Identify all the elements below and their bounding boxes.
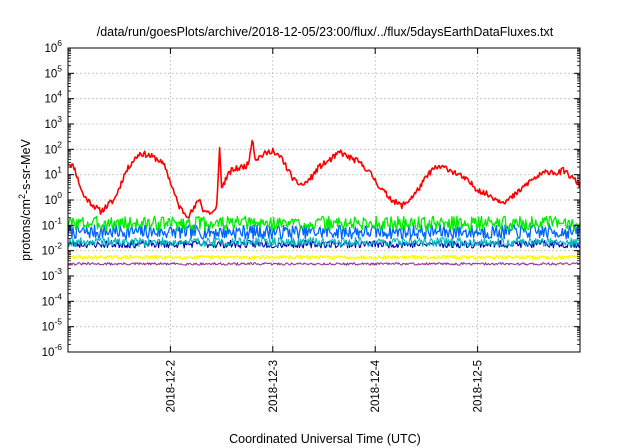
y-tick-label: 10-1 bbox=[42, 215, 63, 232]
series-line bbox=[67, 224, 581, 240]
y-tick-label: 106 bbox=[44, 38, 62, 55]
y-tick-label: 10-6 bbox=[42, 342, 63, 359]
series-line bbox=[67, 236, 581, 248]
y-axis-label: protons/cm2-s-sr-MeV bbox=[17, 138, 33, 260]
plot-frame bbox=[67, 47, 581, 353]
series-line bbox=[67, 139, 581, 219]
grid bbox=[68, 48, 580, 352]
y-tick-label: 100 bbox=[44, 190, 62, 207]
x-tick-label: 2018-12-5 bbox=[473, 360, 485, 412]
y-tick-label: 10-2 bbox=[42, 241, 63, 258]
y-tick-label: 10-4 bbox=[42, 291, 63, 308]
x-tick-label: 2018-12-2 bbox=[165, 360, 177, 412]
y-tick-label: 103 bbox=[44, 114, 62, 131]
series-line bbox=[67, 215, 581, 232]
x-tick-label: 2018-12-4 bbox=[370, 359, 382, 412]
y-tick-label: 10-3 bbox=[42, 266, 63, 283]
x-tick-label: 2018-12-3 bbox=[268, 360, 280, 412]
y-tick-label: 102 bbox=[44, 139, 62, 156]
chart-title: /data/run/goesPlots/archive/2018-12-05/2… bbox=[97, 25, 554, 39]
series-line bbox=[67, 254, 581, 260]
y-tick-label: 104 bbox=[44, 89, 62, 106]
series-group bbox=[67, 139, 581, 266]
y-tick-label: 105 bbox=[44, 63, 62, 80]
series-line bbox=[67, 262, 581, 266]
y-tick-label: 10-5 bbox=[42, 317, 63, 334]
y-tick-label: 101 bbox=[44, 165, 62, 182]
x-axis-label: Coordinated Universal Time (UTC) bbox=[229, 432, 421, 446]
